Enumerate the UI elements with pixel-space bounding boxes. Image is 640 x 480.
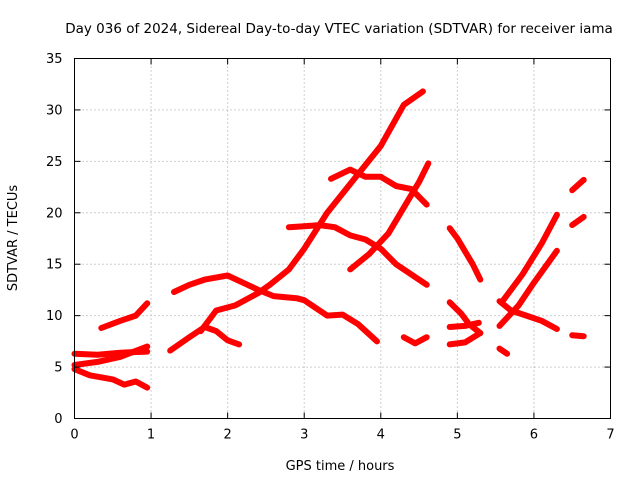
series-arc-k bbox=[404, 337, 427, 343]
plot-border bbox=[75, 59, 611, 419]
series-arc-v bbox=[572, 180, 584, 190]
x-tick-label: 0 bbox=[70, 428, 78, 443]
series-arc-p bbox=[500, 349, 508, 354]
y-tick-label: 25 bbox=[46, 155, 63, 170]
chart-title: Day 036 of 2024, Sidereal Day-to-day VTE… bbox=[65, 21, 613, 37]
x-tick-label: 1 bbox=[147, 428, 155, 443]
x-axis-label: GPS time / hours bbox=[286, 459, 395, 474]
series-arc-h bbox=[289, 225, 427, 285]
y-tick-label: 10 bbox=[46, 309, 63, 324]
x-tick-label: 5 bbox=[453, 428, 461, 443]
series-arc-d bbox=[101, 303, 147, 328]
x-tick-label: 6 bbox=[530, 428, 538, 443]
series-arc-g bbox=[201, 91, 423, 331]
sdtvar-chart: Day 036 of 2024, Sidereal Day-to-day VTE… bbox=[0, 0, 640, 480]
series-arc-n bbox=[450, 323, 479, 327]
grid-lines bbox=[75, 59, 611, 419]
y-tick-label: 20 bbox=[46, 206, 63, 221]
x-tick-label: 2 bbox=[224, 428, 232, 443]
series-arc-c bbox=[75, 369, 148, 388]
series-arc-e bbox=[174, 276, 377, 342]
series-arc-u bbox=[572, 217, 584, 225]
x-tick-label: 3 bbox=[300, 428, 308, 443]
y-tick-label: 15 bbox=[46, 258, 63, 273]
x-tick-label: 7 bbox=[606, 428, 614, 443]
y-tick-label: 5 bbox=[54, 361, 62, 376]
series-arc-l bbox=[450, 228, 481, 279]
x-tick-label: 4 bbox=[377, 428, 385, 443]
y-axis-label: SDTVAR / TECUs bbox=[6, 185, 21, 292]
y-tick-label: 0 bbox=[54, 412, 62, 427]
series-arc-t bbox=[572, 335, 584, 336]
y-tick-label: 30 bbox=[46, 103, 63, 118]
y-tick-label: 35 bbox=[46, 52, 63, 67]
series-arc-o bbox=[450, 333, 481, 344]
